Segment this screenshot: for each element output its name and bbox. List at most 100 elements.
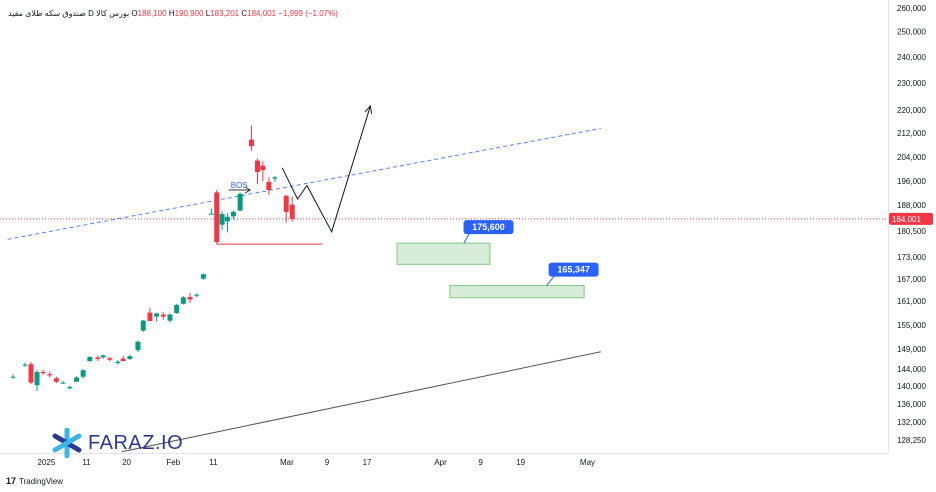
zone-label: 165,347 xyxy=(557,265,590,275)
zone-label-box xyxy=(463,220,514,235)
price-tick-label: 230,000 xyxy=(897,79,926,88)
candle xyxy=(107,357,113,362)
candle-body xyxy=(47,374,53,376)
candle-body xyxy=(237,193,243,211)
candle-body xyxy=(214,192,220,243)
candle xyxy=(200,273,206,280)
candle xyxy=(154,312,160,322)
time-tick-label: 11 xyxy=(209,458,218,467)
candle xyxy=(187,292,193,303)
zone-callout-line xyxy=(546,275,555,286)
candle xyxy=(180,296,186,305)
candle xyxy=(208,208,214,215)
zone-label-box xyxy=(548,262,599,277)
candle xyxy=(266,177,272,196)
candle xyxy=(248,125,254,151)
time-tick-label: 9 xyxy=(478,458,483,467)
price-tick-label: 149,000 xyxy=(897,345,926,354)
target-zone xyxy=(449,285,585,299)
price-tick-label: 128,250 xyxy=(897,436,926,445)
candle-body xyxy=(140,320,146,331)
candle-body xyxy=(224,216,230,222)
time-tick-label: Apr xyxy=(434,458,447,467)
time-tick-label: 11 xyxy=(82,458,91,467)
candle xyxy=(194,293,200,298)
price-tick-label: 144,000 xyxy=(897,365,926,374)
candle-body xyxy=(28,364,34,383)
candle xyxy=(87,356,93,362)
bos-arrowhead xyxy=(244,186,252,194)
time-tick-label: 9 xyxy=(325,458,330,467)
price-tick-label: 167,000 xyxy=(897,275,926,284)
high-key: H xyxy=(168,9,175,18)
candle-body xyxy=(147,312,153,321)
time-tick-label: Feb xyxy=(166,458,180,467)
high-value: 190,900 xyxy=(174,9,204,18)
candle xyxy=(95,355,101,361)
change-value: −1,999 (−1.07%) xyxy=(278,9,338,18)
candle-body xyxy=(194,294,200,296)
candle xyxy=(53,376,59,384)
candle xyxy=(219,211,225,230)
candle xyxy=(160,311,166,320)
candle-body xyxy=(200,274,206,279)
close-value: 184,001 xyxy=(247,9,277,18)
candle xyxy=(135,340,141,353)
candle xyxy=(47,371,53,378)
candle xyxy=(115,360,121,365)
interval-label[interactable]: D xyxy=(88,9,94,18)
candle xyxy=(254,158,260,184)
target-zone xyxy=(396,242,491,265)
candle xyxy=(40,369,46,375)
candle xyxy=(10,374,16,379)
candle-body xyxy=(135,341,141,351)
candle-body xyxy=(67,386,73,389)
candle xyxy=(28,361,34,385)
target-zones: 175,600 165,347 xyxy=(396,220,599,299)
candle-body xyxy=(22,364,28,366)
candle xyxy=(67,385,73,390)
candle-body xyxy=(160,314,166,317)
open-key: O xyxy=(131,9,138,18)
candle xyxy=(60,380,66,384)
time-tick-label: Mar xyxy=(280,458,294,467)
candle-body xyxy=(120,358,126,361)
tradingview-brand[interactable]: 17 TradingView xyxy=(6,476,63,486)
candle xyxy=(214,190,220,245)
candle-body xyxy=(167,314,173,321)
candle xyxy=(167,313,173,323)
projection-path xyxy=(281,105,371,233)
candle xyxy=(80,369,86,379)
candle-body xyxy=(115,361,121,363)
candle-body xyxy=(40,371,46,374)
candle-body xyxy=(107,358,113,360)
candle-body xyxy=(289,204,295,219)
price-tick-label: 204,000 xyxy=(897,153,926,162)
annotations: BOS xyxy=(216,104,373,245)
candle-body xyxy=(10,376,16,378)
candle-body xyxy=(127,356,133,359)
trendlines xyxy=(0,127,888,453)
price-tick-label: 173,000 xyxy=(897,253,926,262)
candle-body xyxy=(254,160,260,172)
watermark-text: FARAZ.IO xyxy=(88,431,184,454)
price-tick-label: 188,000 xyxy=(897,201,926,210)
candle xyxy=(147,307,153,322)
price-tick-label: 161,000 xyxy=(897,297,926,306)
symbol-label[interactable]: صندوق سکه طلای مفید xyxy=(8,9,86,18)
price-tick-label: 140,000 xyxy=(897,382,926,391)
price-tick-label: 180,500 xyxy=(897,227,926,236)
faraz-logo-icon xyxy=(52,428,82,458)
candle-body xyxy=(248,139,254,147)
candle-body xyxy=(53,378,59,382)
time-tick-label: May xyxy=(580,458,595,467)
open-value: 188,100 xyxy=(137,9,167,18)
candle xyxy=(174,303,180,315)
price-tick-label: 155,000 xyxy=(897,321,926,330)
candle xyxy=(289,196,295,222)
low-key: L xyxy=(205,9,211,18)
lower-trendline xyxy=(121,351,601,453)
zone-label: 175,600 xyxy=(472,222,505,232)
candle-body xyxy=(180,297,186,304)
